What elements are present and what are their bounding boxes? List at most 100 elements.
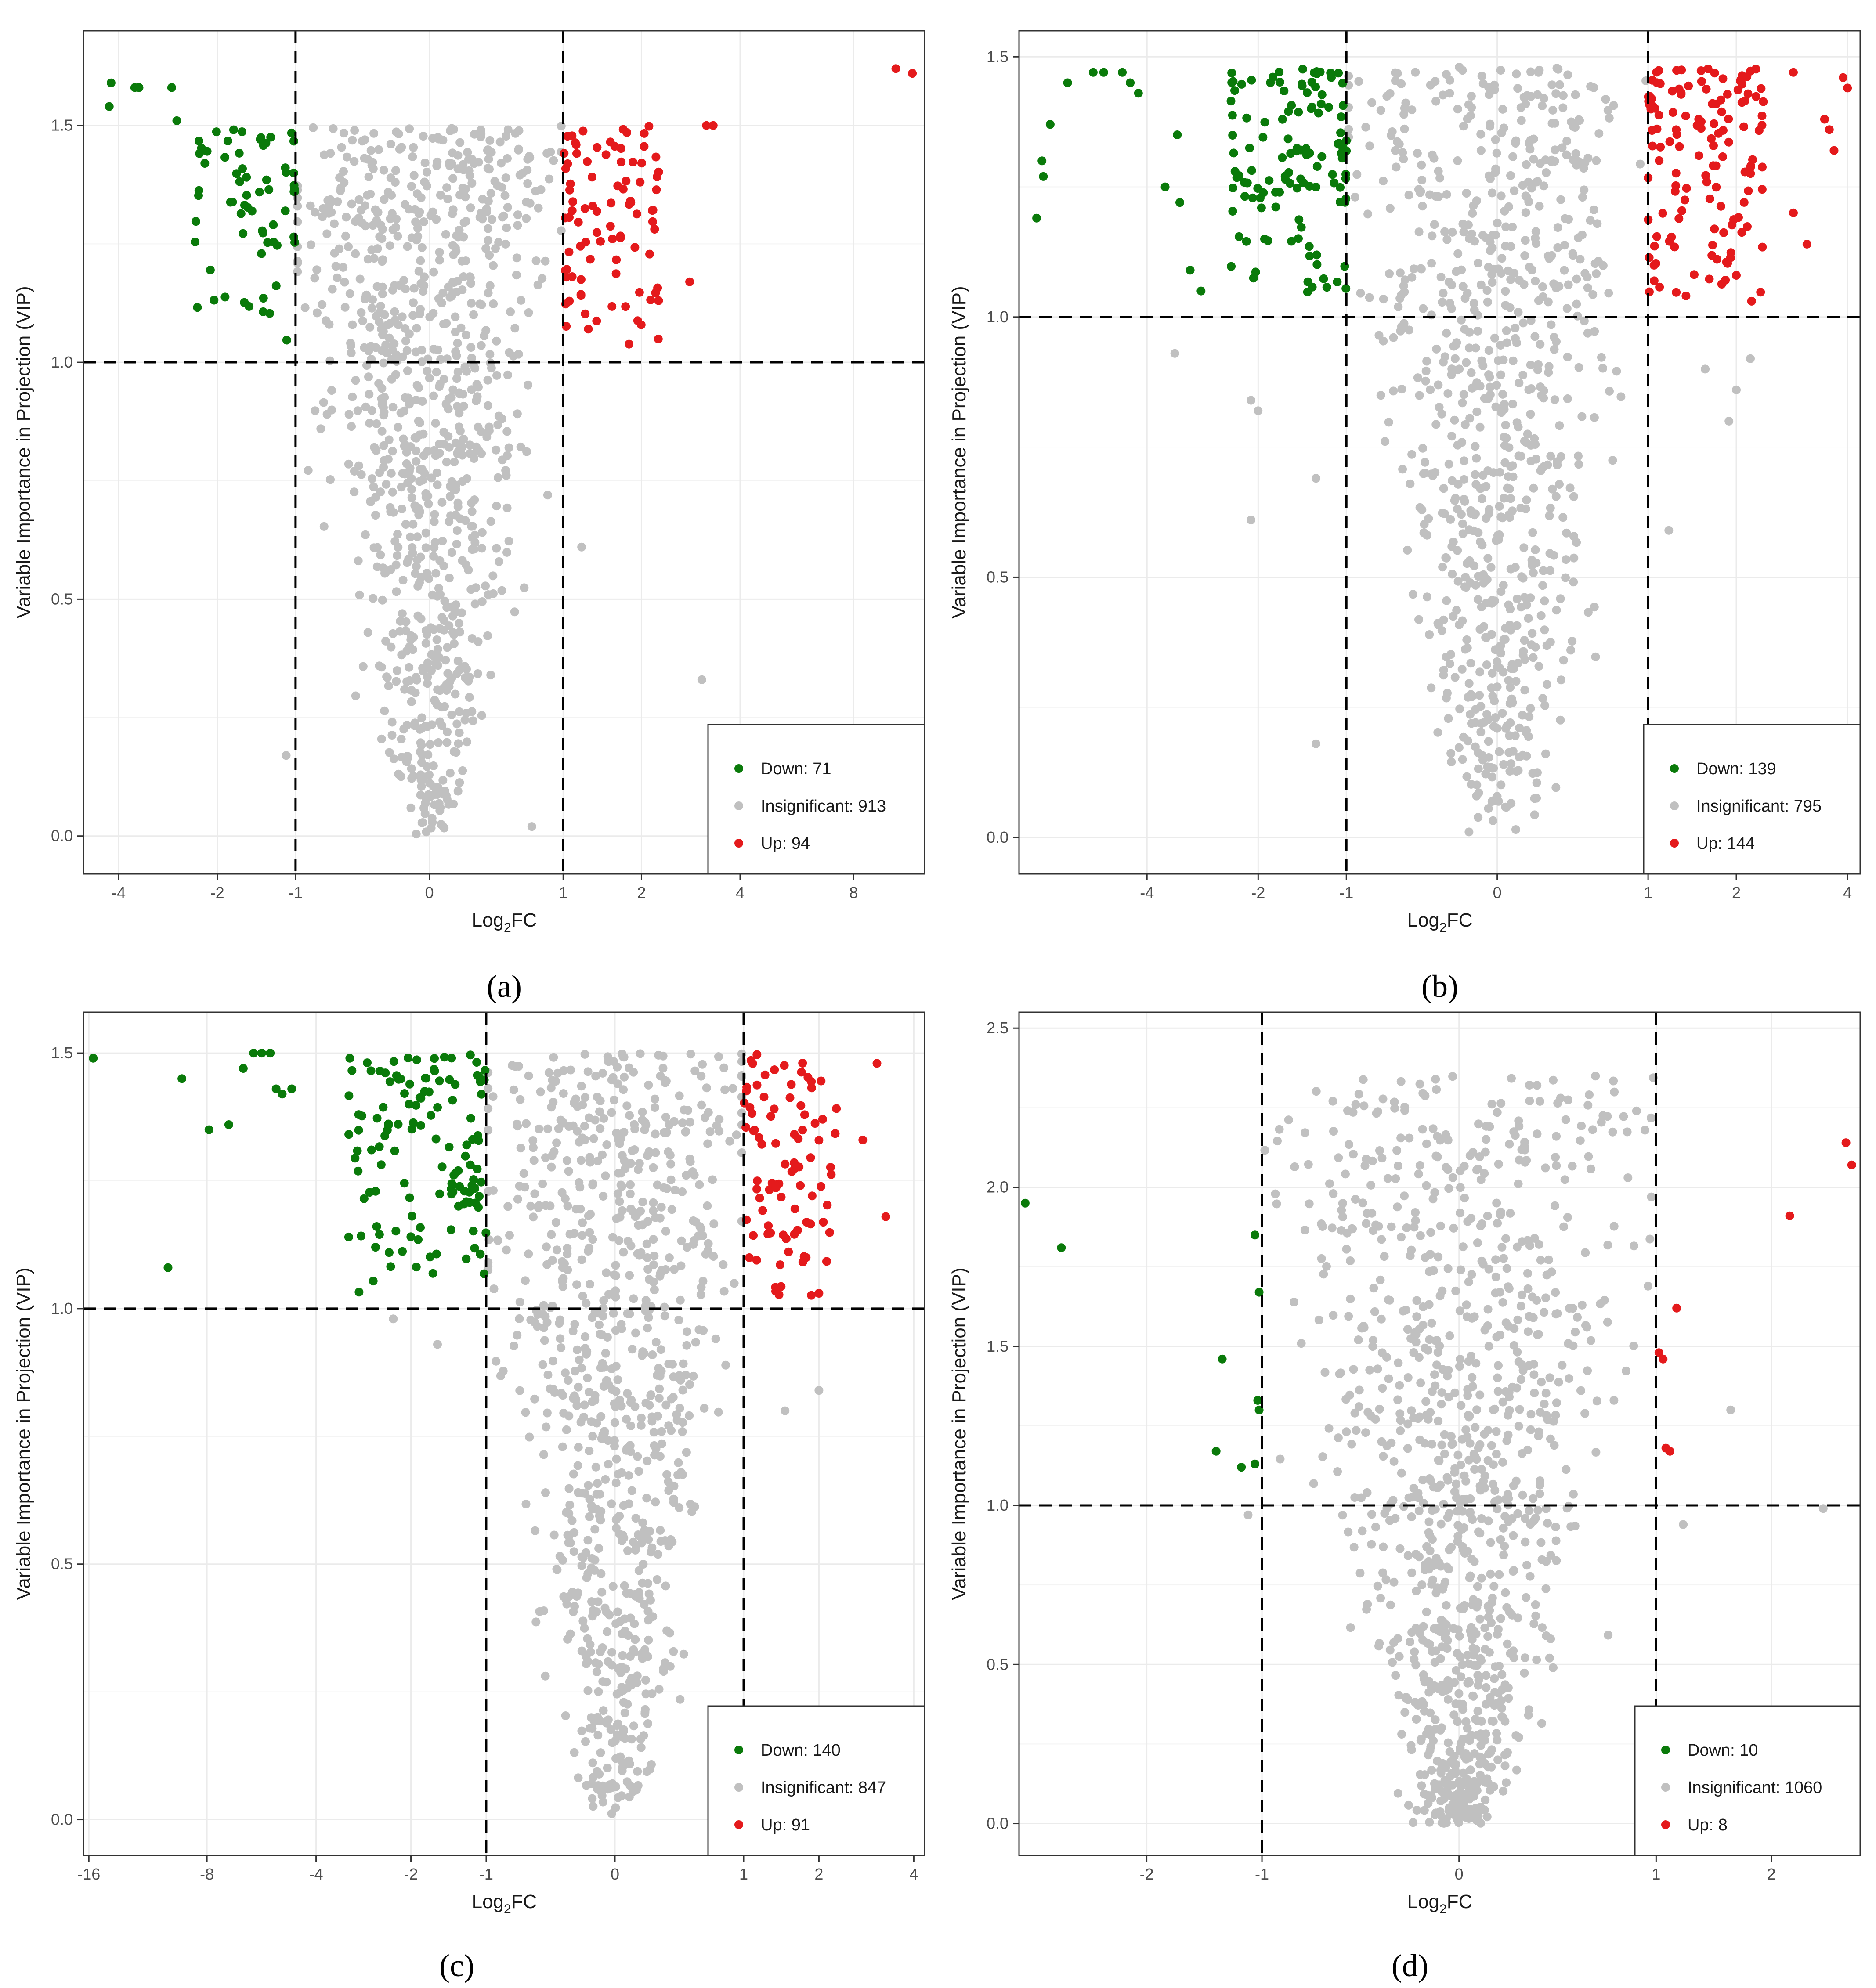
point-insignificant xyxy=(1484,346,1493,355)
point-down xyxy=(363,1058,372,1068)
x-axis-title-fc-b: FC xyxy=(1447,909,1473,931)
point-insignificant xyxy=(453,402,462,411)
legend-box xyxy=(1634,1705,1861,1856)
point-insignificant xyxy=(467,522,476,531)
point-insignificant xyxy=(1387,1222,1396,1231)
point-down xyxy=(1319,274,1328,283)
point-insignificant xyxy=(1529,1313,1538,1322)
point-insignificant xyxy=(1537,391,1546,400)
point-insignificant xyxy=(452,526,462,535)
point-insignificant xyxy=(1512,338,1521,347)
point-up xyxy=(592,228,601,237)
point-insignificant xyxy=(593,1731,603,1740)
point-insignificant xyxy=(564,1484,574,1493)
point-up xyxy=(1747,296,1756,306)
point-insignificant xyxy=(1460,494,1468,504)
point-down xyxy=(1229,77,1238,86)
point-insignificant xyxy=(635,1588,643,1597)
point-insignificant xyxy=(477,208,486,217)
point-insignificant xyxy=(1518,371,1528,379)
point-insignificant xyxy=(1427,1685,1436,1694)
point-insignificant xyxy=(631,1545,640,1555)
point-up xyxy=(576,291,586,300)
point-down xyxy=(470,1244,479,1253)
point-up xyxy=(823,1201,832,1210)
point-insignificant xyxy=(423,366,432,375)
point-insignificant xyxy=(429,391,438,400)
point-insignificant xyxy=(685,1154,694,1163)
point-insignificant xyxy=(1418,1476,1428,1485)
point-down xyxy=(1305,182,1314,191)
point-insignificant xyxy=(1447,432,1457,441)
point-insignificant xyxy=(522,214,531,223)
point-insignificant xyxy=(1541,1389,1551,1398)
point-insignificant xyxy=(1501,1387,1511,1396)
point-up xyxy=(617,157,626,166)
point-insignificant xyxy=(542,1408,552,1418)
y-axis-ticks-c: 0.00.51.01.5 xyxy=(51,1044,83,1829)
point-insignificant xyxy=(1389,333,1398,342)
point-insignificant xyxy=(1580,269,1590,278)
point-up xyxy=(1702,84,1711,94)
point-up xyxy=(814,1136,824,1145)
point-insignificant xyxy=(516,442,525,451)
point-insignificant xyxy=(556,1115,565,1125)
point-up xyxy=(1825,125,1834,134)
point-down xyxy=(282,168,291,177)
point-insignificant xyxy=(1446,515,1455,524)
point-insignificant xyxy=(372,562,382,571)
point-insignificant xyxy=(660,1302,669,1312)
point-up xyxy=(592,316,601,325)
point-insignificant xyxy=(1334,1153,1343,1162)
point-insignificant xyxy=(386,140,395,148)
point-up xyxy=(822,1257,831,1266)
point-insignificant xyxy=(1532,794,1541,803)
point-insignificant xyxy=(580,1050,589,1059)
point-insignificant xyxy=(1362,1155,1371,1164)
point-up xyxy=(1716,202,1725,211)
point-insignificant xyxy=(1525,1081,1534,1090)
point-insignificant xyxy=(505,348,514,357)
point-insignificant xyxy=(1442,1634,1450,1643)
point-insignificant xyxy=(703,1201,712,1210)
point-insignificant xyxy=(1338,1199,1347,1208)
point-insignificant xyxy=(1469,1595,1478,1604)
point-insignificant xyxy=(1584,1152,1593,1161)
point-insignificant xyxy=(428,207,437,216)
point-insignificant xyxy=(1342,1427,1351,1436)
point-down xyxy=(1251,1459,1260,1468)
point-insignificant xyxy=(1483,1305,1493,1314)
point-down xyxy=(232,169,241,178)
point-down xyxy=(1342,146,1351,155)
point-up xyxy=(1708,99,1717,108)
point-insignificant xyxy=(392,587,401,596)
point-insignificant xyxy=(1496,780,1506,790)
point-down xyxy=(448,1187,458,1197)
point-insignificant xyxy=(662,1470,672,1479)
point-insignificant xyxy=(1453,1717,1462,1726)
point-down xyxy=(462,1140,471,1150)
point-insignificant xyxy=(1462,189,1471,198)
point-insignificant xyxy=(561,1711,570,1720)
point-insignificant xyxy=(494,473,502,482)
point-insignificant xyxy=(1351,192,1359,202)
point-insignificant xyxy=(1442,190,1451,199)
point-insignificant xyxy=(1534,1427,1543,1436)
point-up xyxy=(568,197,578,206)
point-insignificant xyxy=(1492,1450,1501,1459)
point-insignificant xyxy=(514,145,523,155)
point-insignificant xyxy=(484,422,494,432)
legend-swatch-down xyxy=(734,764,743,773)
point-insignificant xyxy=(1473,1582,1482,1591)
point-down xyxy=(1226,97,1236,106)
x-tick-label: -2 xyxy=(210,884,224,902)
point-insignificant xyxy=(358,316,367,325)
point-insignificant xyxy=(1430,1370,1439,1379)
point-insignificant xyxy=(661,1227,670,1236)
point-insignificant xyxy=(1536,1408,1545,1417)
point-insignificant xyxy=(1471,581,1480,590)
point-insignificant xyxy=(1421,376,1430,386)
point-insignificant xyxy=(588,1758,597,1768)
point-insignificant xyxy=(387,718,397,727)
point-down xyxy=(223,137,232,145)
